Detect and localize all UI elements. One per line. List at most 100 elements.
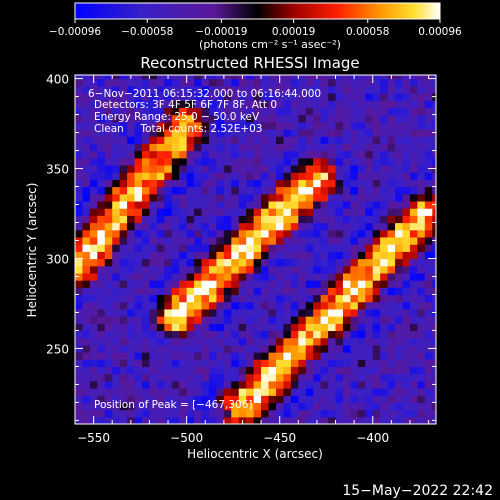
heatmap-cell	[179, 179, 188, 188]
colorbar-gradient	[74, 2, 441, 20]
heatmap-cell	[380, 316, 389, 324]
x-axis-label: Heliocentric X (arcsec)	[187, 447, 323, 461]
heatmap-cell	[253, 150, 262, 159]
heatmap-cell	[179, 78, 188, 87]
heatmap-cell	[141, 143, 151, 152]
heatmap-cell	[402, 78, 411, 87]
heatmap-cell	[335, 164, 344, 173]
heatmap-cell	[298, 85, 307, 94]
heatmap-cell	[365, 114, 374, 123]
heatmap-cell	[223, 258, 232, 267]
heatmap-cell	[89, 107, 98, 116]
heatmap-cell	[194, 150, 203, 159]
heatmap-cell	[424, 287, 433, 296]
heatmap-cell	[156, 344, 165, 353]
heatmap-cell	[179, 150, 188, 159]
heatmap-cell	[134, 128, 143, 137]
heatmap-cell	[231, 92, 240, 101]
heatmap-cell	[89, 179, 98, 188]
heatmap-cell	[409, 280, 418, 288]
heatmap-cell	[365, 172, 374, 180]
heatmap-cell	[141, 294, 151, 303]
heatmap-cell	[223, 200, 232, 209]
heatmap-cell	[164, 150, 173, 159]
heatmap-cell	[186, 272, 195, 281]
heatmap-cell	[372, 308, 381, 317]
heatmap-cell	[208, 258, 218, 267]
heatmap-cell	[380, 78, 389, 87]
heatmap-cell	[156, 244, 165, 252]
heatmap-cell	[395, 128, 404, 137]
heatmap-cell	[201, 251, 210, 260]
heatmap-cell	[350, 409, 359, 418]
heatmap-cell	[342, 388, 351, 396]
heatmap-cell	[387, 157, 396, 166]
heatmap-cell	[275, 402, 285, 411]
heatmap-cell	[97, 416, 106, 424]
heatmap-cell	[119, 143, 128, 152]
heatmap-cell	[82, 100, 91, 108]
heatmap-cell	[119, 200, 128, 209]
heatmap-cell	[380, 308, 389, 317]
heatmap-cell	[112, 193, 121, 202]
heatmap-cell	[156, 157, 165, 166]
heatmap-cell	[372, 208, 381, 216]
heatmap-cell	[328, 200, 337, 209]
heatmap-cell	[216, 409, 225, 418]
heatmap-cell	[320, 251, 329, 260]
heatmap-cell	[246, 366, 255, 375]
heatmap-cell	[424, 380, 433, 389]
heatmap-cell	[395, 236, 404, 245]
heatmap-cell	[127, 388, 136, 396]
heatmap-cell	[201, 337, 210, 346]
heatmap-cell	[342, 128, 351, 137]
heatmap-cell	[156, 107, 165, 116]
heatmap-cell	[104, 287, 113, 296]
heatmap-cell	[395, 258, 404, 267]
heatmap-cell	[141, 395, 151, 404]
heatmap-cell	[424, 172, 433, 180]
heatmap-cell	[246, 301, 255, 310]
heatmap-cell	[387, 200, 396, 209]
heatmap-cell	[141, 272, 151, 281]
heatmap-cell	[365, 208, 374, 216]
heatmap-cell	[231, 100, 240, 108]
heatmap-cell	[156, 75, 165, 80]
heatmap-cell	[112, 143, 121, 152]
heatmap-cell	[313, 100, 322, 108]
heatmap-cell	[380, 164, 389, 173]
heatmap-cell	[417, 352, 426, 360]
heatmap-cell	[97, 193, 106, 202]
heatmap-cell	[417, 100, 426, 108]
heatmap-cell	[313, 107, 322, 116]
heatmap-cell	[328, 85, 337, 94]
heatmap-cell	[298, 380, 307, 389]
heatmap-cell	[387, 107, 396, 116]
heatmap-cell	[290, 294, 299, 303]
heatmap-cell	[283, 78, 292, 87]
heatmap-cell	[186, 301, 195, 310]
heatmap-cell	[156, 186, 165, 195]
heatmap-cell	[231, 75, 240, 80]
heatmap-cell	[246, 308, 255, 317]
heatmap-cell	[342, 258, 351, 267]
heatmap-cell	[305, 330, 314, 339]
heatmap-cell	[231, 208, 240, 216]
heatmap-cell	[156, 193, 165, 202]
heatmap-cell	[261, 143, 270, 152]
heatmap-cell	[89, 294, 98, 303]
heatmap-cell	[313, 244, 322, 252]
heatmap-cell	[246, 157, 255, 166]
heatmap-cell	[246, 380, 255, 389]
heatmap-cell	[171, 265, 180, 274]
heatmap-cell	[194, 215, 203, 224]
heatmap-cell	[179, 229, 188, 238]
heatmap-cell	[417, 186, 426, 195]
heatmap-cell	[328, 193, 337, 202]
heatmap-cell	[186, 136, 195, 144]
heatmap-cell	[357, 258, 366, 267]
heatmap-cell	[119, 114, 128, 123]
heatmap-cell	[409, 344, 418, 353]
heatmap-cell	[328, 373, 337, 382]
heatmap-cell	[141, 251, 151, 260]
